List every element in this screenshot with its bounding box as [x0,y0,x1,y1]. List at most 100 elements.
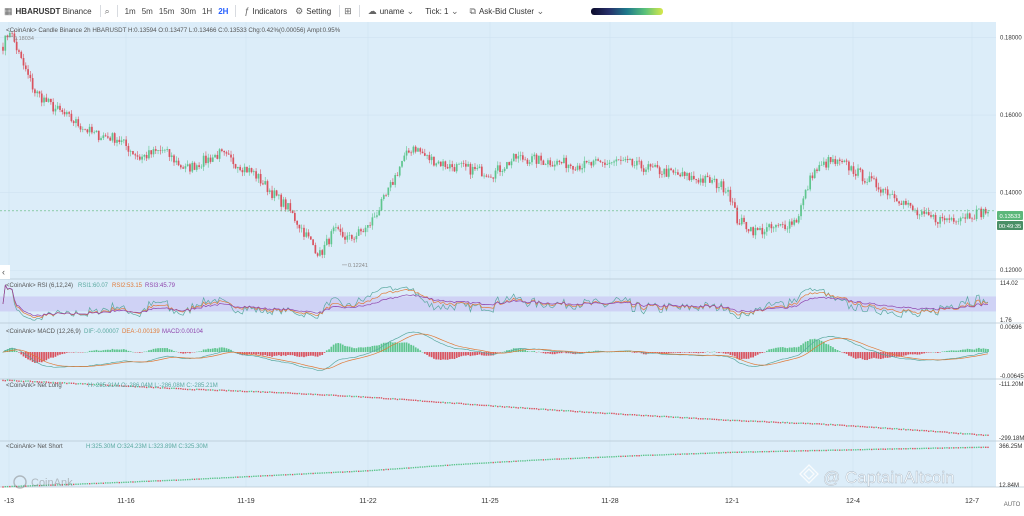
timeframe-30m[interactable]: 30m [177,7,199,16]
netshort-point [312,473,313,474]
netlong-point [971,433,972,434]
search-icon[interactable]: ⌕ [105,6,110,17]
candle-body [387,188,389,196]
netlong-point [84,383,85,384]
netlong-point [629,414,630,415]
candle-body [830,157,832,162]
timeframe-2h[interactable]: 2H [215,7,231,16]
netlong-point [748,421,749,422]
macd-histogram-bar [547,352,549,353]
macd-histogram-bar [305,352,307,356]
netshort-point [429,466,430,467]
netlong-point [337,395,338,396]
netshort-point [682,453,683,454]
netlong-point [937,431,938,432]
setting-button[interactable]: ⚙ Setting [291,0,335,22]
heatmap-color-scale[interactable] [591,8,663,15]
netlong-point [798,423,799,424]
netlong-point [499,406,500,407]
netshort-point [84,483,85,484]
netlong-point [711,419,712,420]
netlong-point [527,407,528,408]
timeframe-5m[interactable]: 5m [139,7,156,16]
candle-body [905,201,907,205]
candle-body [132,151,134,154]
macd-histogram-bar [64,352,66,354]
macd-histogram-bar [285,352,287,356]
macd-histogram-bar [786,348,788,352]
macd-histogram-bar [105,350,107,352]
layout-grid-icon[interactable]: ⊞ [344,6,352,17]
macd-histogram-bar [766,351,768,352]
netlong-point [869,426,870,427]
netshort-point [716,452,717,453]
candle-body [25,65,27,69]
candle-body [688,173,690,180]
symbol-selector[interactable]: ▦ HBARUSDT Binance [0,0,96,22]
netlong-point [477,404,478,405]
macd-histogram-bar [276,352,278,356]
macd-histogram-bar [315,352,317,356]
macd-histogram-bar [691,352,693,353]
netlong-point [828,424,829,425]
netlong-point [545,409,546,410]
auto-scale-button[interactable]: AUTO [1004,502,1021,508]
candle-body [748,229,750,231]
macd-histogram-bar [166,348,168,352]
macd-histogram-bar [328,349,330,352]
netshort-point [244,476,245,477]
netshort-point [422,466,423,467]
netlong-point [205,389,206,390]
netshort-point [746,451,747,452]
netshort-point [978,447,979,448]
netlong-point [689,417,690,418]
tick-dropdown[interactable]: Tick: 1 ⌄ [421,0,465,22]
candle-body [584,161,586,168]
candle-body [16,42,18,50]
netshort-point [424,466,425,467]
macd-histogram-bar [830,346,832,352]
netshort-point [604,456,605,457]
timeframe-1m[interactable]: 1m [122,7,139,16]
chart-svg[interactable]: 0.180000.160000.140000.12000114.021.760.… [0,22,1024,511]
candle-body [714,179,716,180]
netshort-point [907,448,908,449]
netlong-point [217,390,218,391]
netlong-point [374,397,375,398]
netlong-point [577,411,578,412]
timeframe-15m[interactable]: 15m [156,7,178,16]
macd-histogram-bar [782,347,784,352]
timeframe-1h[interactable]: 1H [199,7,215,16]
candle-body [203,156,205,167]
indicators-button[interactable]: ƒ Indicators [240,0,291,22]
candle-body [593,161,595,166]
netlong-point [490,405,491,406]
candle-body [330,231,332,244]
netlong-point [271,392,272,393]
netshort-point [545,459,546,460]
candle-body [702,179,704,183]
netshort-point [415,467,416,468]
netshort-point [271,475,272,476]
netlong-point [885,427,886,428]
time-tick-label: 12-7 [965,498,979,505]
cluster-dropdown[interactable]: ⧉ Ask-Bid Cluster ⌄ [466,0,552,22]
macd-histogram-bar [415,347,417,352]
collapse-arrow-button[interactable]: ‹ [0,265,10,279]
netshort-point [568,458,569,459]
macd-histogram-bar [465,352,467,356]
user-dropdown[interactable]: ☁ uname ⌄ [364,0,422,22]
candle-body [700,179,702,183]
netshort-point [862,449,863,450]
netlong-point [739,420,740,421]
macd-histogram-bar [682,352,684,353]
macd-histogram-bar [362,348,364,353]
netshort-point [638,455,639,456]
netshort-point [985,447,986,448]
netlong-point [465,404,466,405]
netshort-point [636,455,637,456]
netlong-tick-label: -299.18M [999,436,1024,442]
candle-body [832,159,834,162]
candle-body [344,237,346,240]
